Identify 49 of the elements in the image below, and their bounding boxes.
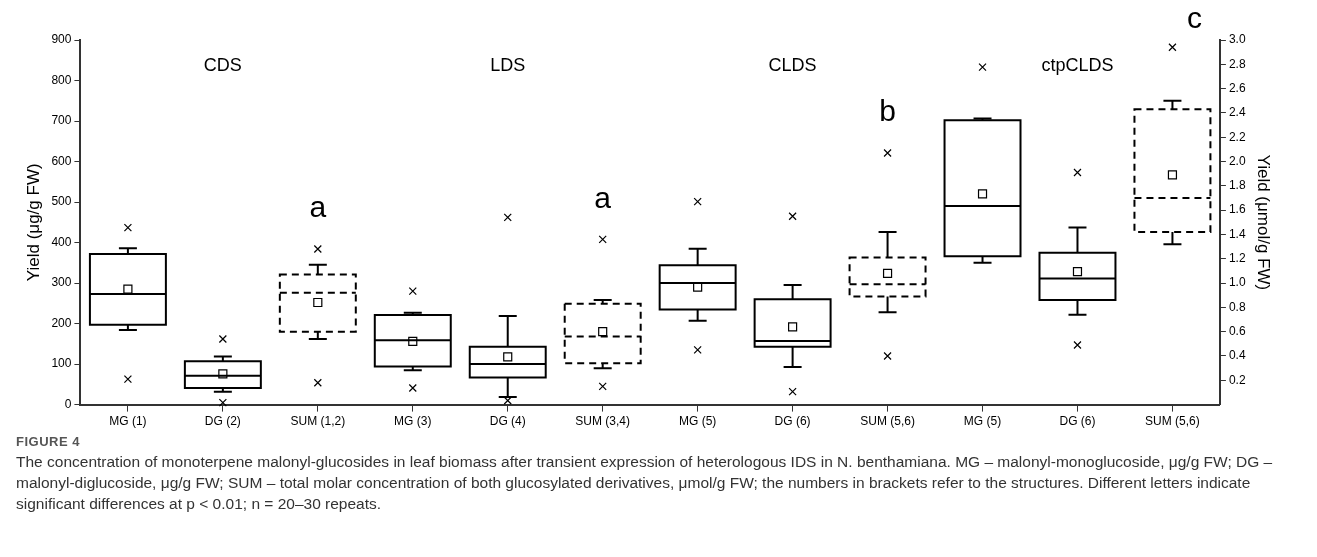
annotation: b [879, 94, 896, 128]
y2-tick-label: 0.4 [1228, 348, 1246, 363]
y-tick-label: 900 [51, 32, 72, 47]
annotation: a [594, 180, 612, 214]
y2-tick-label: 0.2 [1228, 372, 1246, 387]
y-tick-label: 800 [51, 72, 72, 87]
caption: FIGURE 4 [16, 434, 81, 449]
annotation: LDS [490, 54, 526, 75]
text: c [1186, 1, 1202, 35]
x-tick-label: MG (1) [109, 414, 147, 429]
x-tick-label: DG (6) [1059, 414, 1096, 429]
x-tick-label: SUM (3,4) [575, 414, 631, 429]
x-tick-label: DG (4) [489, 414, 526, 429]
x-tick-label: SUM (5,6) [860, 414, 915, 429]
x-tick-label: MG (5) [963, 414, 1002, 429]
text: The concentration of monoterpene malonyl-glucosides in leaf biomass after transient expression of heterologous IDS in N. benthamiana. MG – malonyl-monoglucoside, μg/g FW; DG – malonyl-diglucoside, μg/g FW; SUM – total molar concentration of both glucosylated derivatives, μmol/g FW; the numbers in brackets refer to the structures. Different letters indicate significant differences at p < 0.01; n = 20–30 repeats. [16, 452, 1274, 514]
y-tick-label: 0 [64, 396, 72, 411]
annotation: ctpCLDS [1041, 54, 1114, 75]
x-tick-label: SUM (5,6) [1145, 414, 1200, 429]
x-tick-label: DG (2) [204, 414, 241, 429]
y2-tick-label: 1.2 [1228, 251, 1246, 266]
x-tick-label: DG (6) [774, 414, 811, 429]
y2-tick-label: 1.0 [1228, 275, 1246, 290]
y-tick-label: 400 [51, 234, 72, 249]
y2-tick-label: 2.8 [1228, 56, 1246, 71]
annotation: a [309, 190, 327, 224]
y-tick-label: 700 [51, 113, 72, 128]
y-tick-label: 500 [51, 194, 72, 209]
y2-tick-label: 1.6 [1228, 202, 1246, 217]
y2-tick-label: 2.6 [1228, 80, 1246, 95]
y-axis-title: Yield (μg/g FW) [23, 163, 43, 282]
y2-tick-label: 0.8 [1228, 299, 1246, 314]
y2-tick-label: 0.6 [1228, 323, 1246, 338]
y-tick-label: 600 [51, 153, 72, 168]
y2-tick-label: 2.4 [1228, 105, 1246, 120]
x-tick-label: MG (5) [678, 414, 717, 429]
annotation: CDS [203, 54, 242, 75]
y-tick-label: 200 [51, 315, 72, 330]
y2-axis-title: Yield (μmol/g FW) [1254, 154, 1274, 291]
x-tick-label: MG (3) [394, 414, 432, 429]
y-tick-label: 300 [51, 275, 72, 290]
y2-tick-label: 1.4 [1228, 226, 1246, 241]
y-tick-label: 100 [51, 356, 72, 371]
y2-tick-label: 2.0 [1228, 153, 1246, 168]
y2-tick-label: 3.0 [1228, 32, 1246, 47]
x-tick-label: SUM (1,2) [290, 414, 346, 429]
annotation: CLDS [768, 54, 817, 75]
y2-tick-label: 1.8 [1228, 178, 1246, 193]
y2-tick-label: 2.2 [1228, 129, 1246, 144]
